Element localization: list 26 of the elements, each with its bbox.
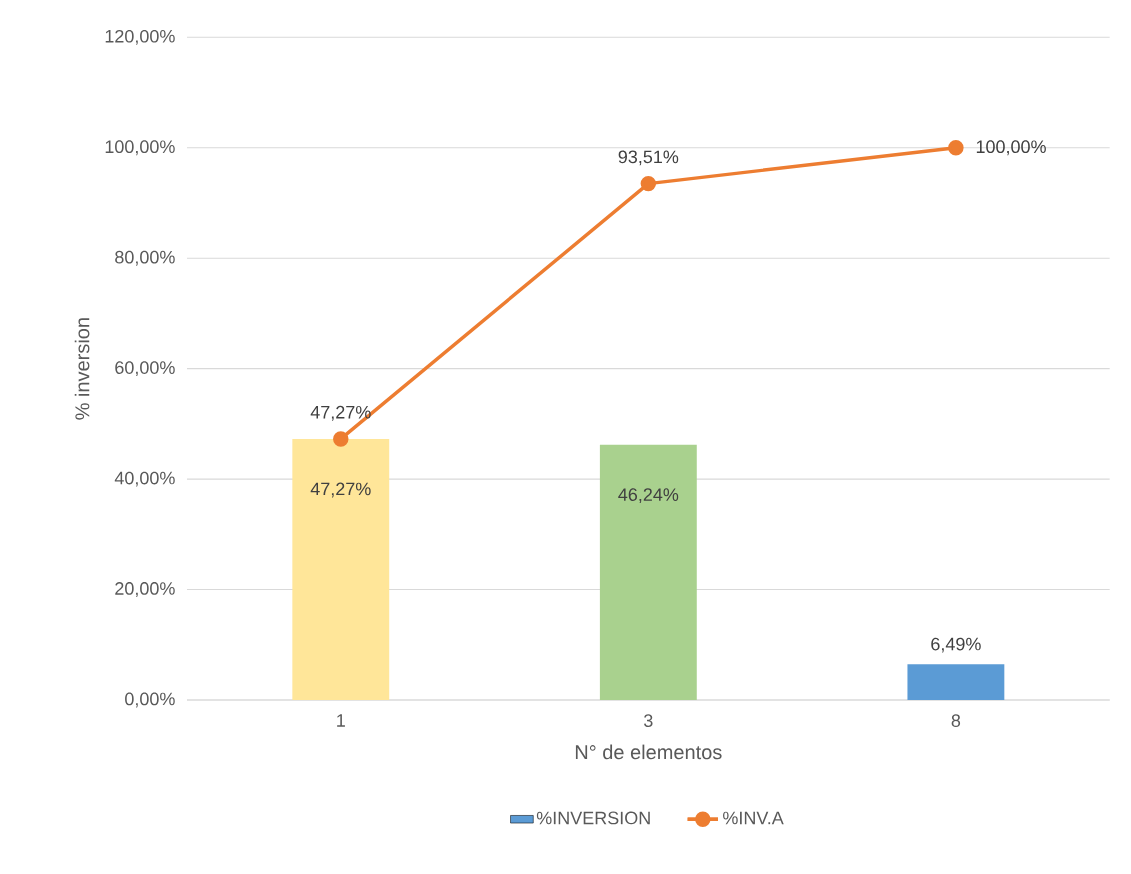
y-tick-label: 120,00%: [105, 29, 175, 45]
x-axis-title: N° de elementos: [575, 744, 722, 760]
y-tick-label: 100,00%: [105, 140, 175, 156]
x-tick-label: 1: [337, 714, 345, 727]
point: [948, 140, 964, 156]
data-label: 100,00%: [976, 140, 1046, 156]
y-axis-title: % inversion: [74, 318, 90, 420]
data-label: 47,27%: [310, 405, 371, 421]
bar: [907, 664, 1005, 700]
bar: [292, 438, 390, 700]
x-tick-label: 3: [644, 714, 653, 727]
point: [333, 431, 349, 447]
data-label: 6,49%: [931, 637, 981, 653]
data-label: 46,24%: [618, 488, 679, 504]
y-tick-label: 80,00%: [115, 250, 175, 266]
data-label: 47,27%: [310, 482, 371, 498]
x-tick-label: 8: [951, 714, 961, 727]
point: [640, 175, 657, 192]
y-tick-label: 40,00%: [114, 471, 175, 487]
data-label: 93,51%: [618, 150, 679, 166]
y-tick-label: 0,00%: [125, 692, 175, 708]
bar: [599, 444, 697, 700]
y-tick-label: 60,00%: [115, 361, 175, 377]
legend-label: %INV.A: [723, 811, 784, 825]
y-tick-label: 20,00%: [115, 582, 175, 597]
legend-label: %INVERSION: [536, 811, 650, 825]
